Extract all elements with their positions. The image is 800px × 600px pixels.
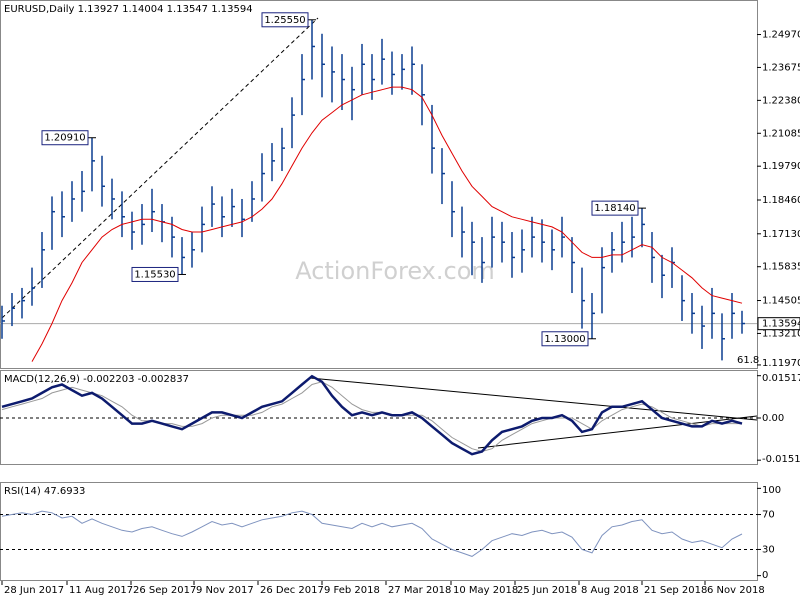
x-tick-label: 10 May 2018 bbox=[453, 585, 518, 596]
annotation-box bbox=[591, 200, 639, 216]
x-tick-label: 9 Nov 2017 bbox=[196, 585, 254, 596]
indicator-line bbox=[1, 374, 743, 456]
price-panel bbox=[0, 0, 758, 369]
x-tick-label: 25 Jun 2018 bbox=[517, 585, 577, 596]
y-tick-label: 0.00 bbox=[762, 413, 784, 424]
rsi-title: RSI(14) 47.6933 bbox=[4, 486, 85, 497]
annotation-label: 1.15530 bbox=[134, 269, 175, 280]
y-tick-label: 1.21085 bbox=[762, 128, 800, 139]
y-tick-label: 1.24970 bbox=[762, 30, 800, 41]
y-tick-label: 0 bbox=[762, 570, 768, 581]
x-tick-label: 26 Dec 2017 bbox=[260, 585, 324, 596]
annotation-label: 1.25550 bbox=[264, 15, 305, 26]
rsi-panel bbox=[0, 482, 758, 581]
y-tick-label: 70 bbox=[762, 510, 775, 521]
annotation-label: 1.20910 bbox=[44, 133, 85, 144]
x-tick-label: 28 Jun 2017 bbox=[4, 585, 64, 596]
x-tick-label: 11 Aug 2017 bbox=[69, 585, 133, 596]
last-price-label: 1.13594 bbox=[762, 319, 800, 330]
annotation-box bbox=[541, 331, 589, 347]
y-tick-label: 0.015178 bbox=[762, 373, 800, 384]
y-tick-label: 1.17130 bbox=[762, 229, 800, 240]
price-title: EURUSD,Daily 1.13927 1.14004 1.13547 1.1… bbox=[4, 4, 253, 15]
x-tick-label: 26 Sep 2017 bbox=[133, 585, 196, 596]
annotation-box bbox=[41, 130, 89, 146]
x-tick-label: 8 Aug 2018 bbox=[581, 585, 639, 596]
x-tick-label: 6 Nov 2018 bbox=[707, 585, 765, 596]
y-tick-label: 1.15835 bbox=[762, 262, 800, 273]
y-tick-label: 30 bbox=[762, 544, 775, 555]
y-tick-label: 1.11970 bbox=[762, 358, 800, 369]
watermark: ActionForex.com bbox=[295, 257, 495, 285]
last-price-box bbox=[757, 317, 800, 331]
fib-note: 61.8 bbox=[737, 355, 759, 366]
y-tick-label: 100 bbox=[762, 485, 781, 496]
trend-line bbox=[1, 17, 319, 319]
annotation-label: 1.13000 bbox=[544, 334, 585, 345]
annotation-label: 1.18140 bbox=[594, 203, 635, 214]
macd-title: MACD(12,26,9) -0.002203 -0.002837 bbox=[4, 374, 189, 385]
y-tick-label: 1.13210 bbox=[762, 328, 800, 339]
indicator-line bbox=[1, 381, 742, 453]
trend-line bbox=[309, 377, 758, 421]
y-tick-label: 1.22380 bbox=[762, 95, 800, 106]
x-tick-label: 27 Mar 2018 bbox=[388, 585, 451, 596]
indicator-line bbox=[1, 510, 743, 557]
x-tick-label: 9 Feb 2018 bbox=[324, 585, 380, 596]
y-tick-label: -0.015126 bbox=[762, 454, 800, 465]
y-tick-label: 1.18460 bbox=[762, 195, 800, 206]
annotation-box bbox=[261, 12, 309, 28]
y-tick-label: 1.19790 bbox=[762, 161, 800, 172]
moving-average bbox=[31, 86, 743, 362]
y-tick-label: 1.23675 bbox=[762, 62, 800, 73]
x-tick-label: 21 Sep 2018 bbox=[644, 585, 707, 596]
y-tick-label: 1.14505 bbox=[762, 296, 800, 307]
annotation-box bbox=[131, 266, 179, 282]
